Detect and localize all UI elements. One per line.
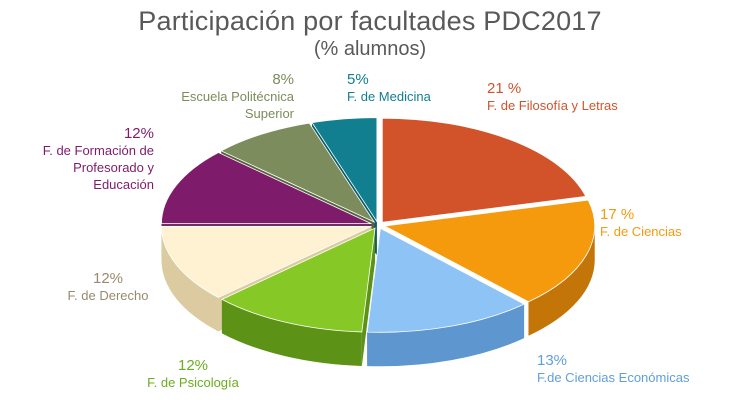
slice-pct: 12% xyxy=(123,125,154,142)
pie-slice xyxy=(381,117,587,223)
slice-name: F. de Derecho xyxy=(67,288,149,303)
slice-top xyxy=(161,225,372,298)
pie-slice xyxy=(383,199,596,336)
chart-title: Participación por facultades PDC2017 xyxy=(138,6,602,36)
slice-label-derecho: 12% F. de Derecho xyxy=(58,270,158,304)
slice-top xyxy=(383,199,596,303)
slice-name: F. de Medicina xyxy=(347,89,431,104)
slice-top xyxy=(221,227,376,333)
slice-label-formacion: 12% F. de Formación de Profesorado y Edu… xyxy=(16,125,154,193)
slice-label-psicologia: 12% F. de Psicología xyxy=(138,357,248,391)
slice-pct: 8% xyxy=(272,71,294,88)
slice-label-filosofia: 21 % F. de Filosofía y Letras xyxy=(487,80,618,114)
slice-name: F. de Filosofía y Letras xyxy=(487,98,618,113)
slice-label-ciencias: 17 % F. de Ciencias xyxy=(600,206,682,240)
chart-subtitle: (% alumnos) xyxy=(313,38,427,60)
slice-top xyxy=(220,122,376,224)
slice-pct: 21 % xyxy=(487,80,522,97)
slice-pct: 12% xyxy=(177,357,209,374)
slice-top xyxy=(161,152,372,225)
slice-side xyxy=(367,304,525,367)
slice-top xyxy=(381,117,587,223)
slice-name: F.de Ciencias Económicas xyxy=(537,370,690,385)
slice-label-economicas: 13% F.de Ciencias Económicas xyxy=(537,352,689,386)
slice-pct: 12% xyxy=(92,270,124,287)
pie-slice xyxy=(366,227,526,367)
pie-slice xyxy=(221,227,376,366)
slice-pct: 5% xyxy=(347,71,369,88)
slice-name: F. de Ciencias xyxy=(600,224,682,239)
slice-pct: 13% xyxy=(537,352,568,369)
slice-top xyxy=(311,117,378,223)
slice-pct: 17 % xyxy=(600,206,635,223)
slice-side xyxy=(528,225,595,336)
slice-name: Escuela Politécnica Superior xyxy=(181,89,294,121)
slice-name: F. de Psicología xyxy=(147,375,239,390)
slice-name: F. de Formación de Profesorado y Educaci… xyxy=(42,143,154,192)
slice-label-medicina: 5% F. de Medicina xyxy=(347,71,431,105)
slice-label-politecnica: 8% Escuela Politécnica Superior xyxy=(168,71,294,122)
slice-top xyxy=(366,227,526,333)
